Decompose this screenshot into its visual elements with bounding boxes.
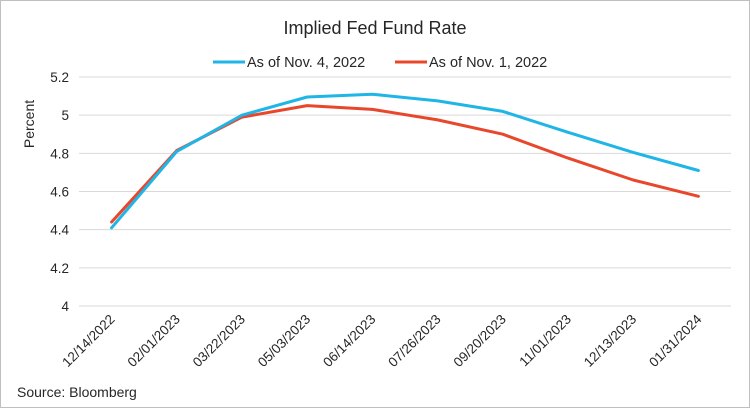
source-note: Source: Bloomberg [17,384,137,400]
chart-title: Implied Fed Fund Rate [283,18,466,38]
x-tick-label: 09/20/2023 [451,312,509,370]
legend-label: As of Nov. 1, 2022 [429,55,547,71]
x-tick-label: 12/13/2023 [581,312,639,370]
y-tick-label: 4.8 [50,146,69,161]
x-tick-label: 11/01/2023 [516,312,574,370]
x-tick-label: 02/01/2023 [125,312,183,370]
series-lines [110,92,700,230]
x-tick-label: 01/31/2024 [646,311,705,370]
x-tick-labels: 12/14/2022 02/01/2023 03/22/2023 05/03/2023… [59,311,705,370]
x-tick-label: 07/26/2023 [385,312,443,370]
series-line [110,92,700,230]
y-tick-labels: 4 4.2 4.4 4.6 4.8 5 5.2 [50,70,69,314]
y-tick-label: 4 [61,299,69,314]
x-tick-label: 06/14/2023 [320,312,378,370]
x-tick-label: 12/14/2022 [59,312,117,370]
y-axis-label: Percent [21,100,37,148]
gridlines [79,76,731,307]
legend-label: As of Nov. 4, 2022 [247,55,365,71]
y-tick-label: 5 [61,108,69,123]
x-tick-label: 05/03/2023 [255,312,313,370]
x-tick-label: 03/22/2023 [190,312,248,370]
y-tick-label: 5.2 [50,70,69,85]
y-tick-label: 4.6 [50,185,69,200]
series-line [110,104,700,224]
legend: As of Nov. 4, 2022 As of Nov. 1, 2022 [213,55,547,71]
y-tick-label: 4.2 [50,261,69,276]
y-tick-label: 4.4 [50,223,69,238]
